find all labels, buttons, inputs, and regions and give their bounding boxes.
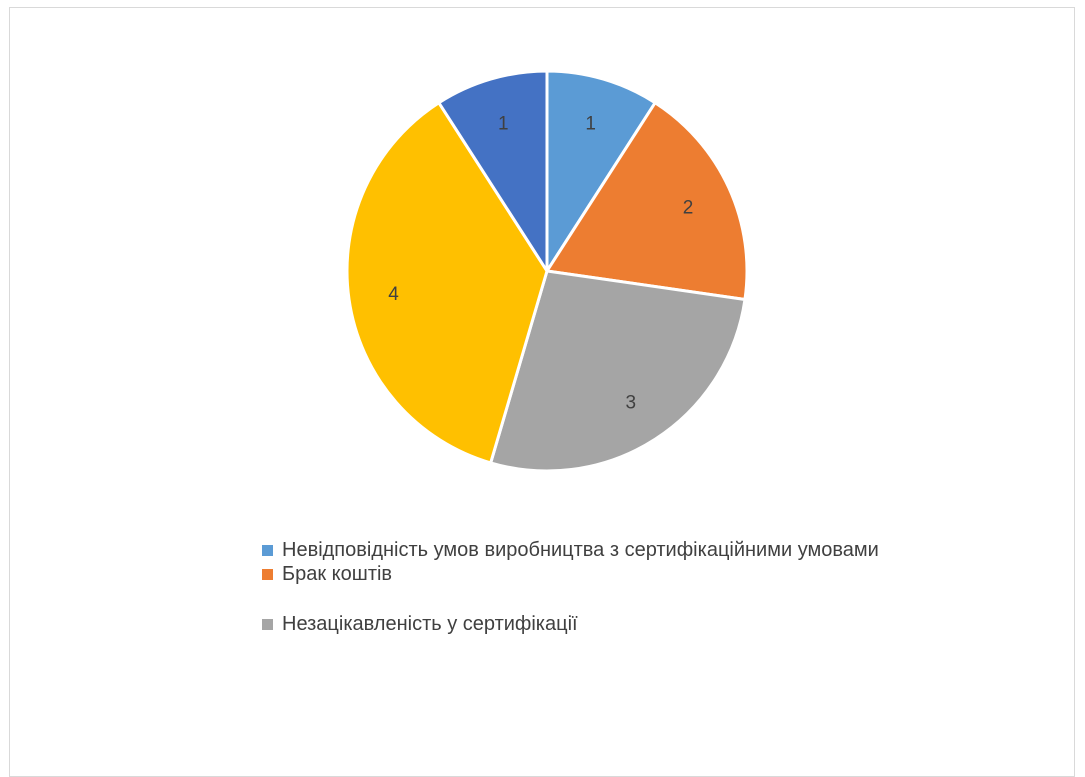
data-label-4: 4	[388, 284, 399, 305]
data-label-3: 3	[626, 392, 637, 413]
pie-slice-3	[489, 269, 747, 473]
legend-label: Невідповідність умов виробництва з серти…	[282, 539, 879, 561]
data-label-1: 1	[585, 113, 596, 134]
data-label-2: 2	[683, 198, 694, 219]
pie-slice-1	[545, 69, 657, 273]
legend-item-disinterest: Незацікавленість у сертифікації	[262, 612, 882, 636]
legend-label: Брак коштів	[282, 563, 393, 585]
pie-slice-2	[545, 101, 749, 301]
legend: Невідповідність умов виробництва з серти…	[262, 538, 882, 636]
legend-label: Незацікавленість у сертифікації	[282, 613, 578, 635]
legend-swatch	[262, 545, 273, 556]
legend-item-funds: Брак коштів	[262, 562, 882, 586]
data-label-5: 1	[498, 113, 509, 134]
pie-slice-5	[437, 69, 549, 273]
legend-swatch	[262, 569, 273, 580]
pie-slice-4	[345, 101, 549, 465]
legend-item-mismatch: Невідповідність умов виробництва з серти…	[262, 538, 882, 562]
legend-swatch	[262, 619, 273, 630]
